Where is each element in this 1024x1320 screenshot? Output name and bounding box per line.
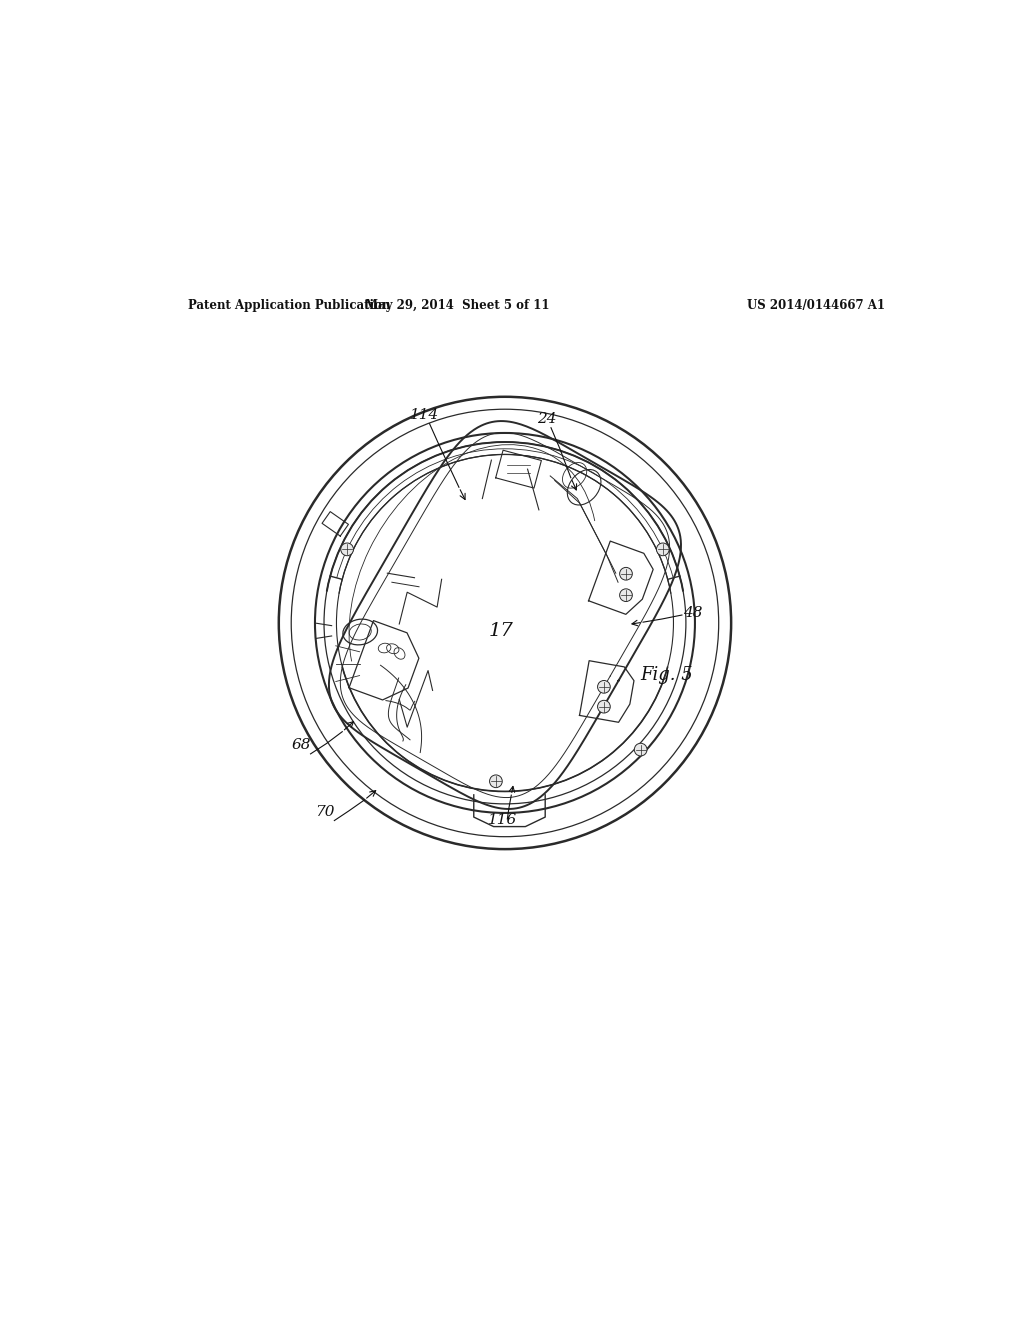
Text: Patent Application Publication: Patent Application Publication bbox=[187, 300, 390, 312]
Text: 17: 17 bbox=[488, 622, 513, 640]
Text: Fig. 5: Fig. 5 bbox=[640, 665, 692, 684]
Ellipse shape bbox=[598, 701, 610, 713]
Text: May 29, 2014  Sheet 5 of 11: May 29, 2014 Sheet 5 of 11 bbox=[366, 300, 550, 312]
Ellipse shape bbox=[489, 775, 502, 788]
Ellipse shape bbox=[620, 589, 633, 602]
Text: 68: 68 bbox=[291, 738, 310, 752]
Text: 116: 116 bbox=[488, 813, 517, 826]
Ellipse shape bbox=[634, 743, 647, 756]
Text: 48: 48 bbox=[684, 606, 703, 619]
Ellipse shape bbox=[656, 543, 669, 556]
Ellipse shape bbox=[620, 568, 633, 579]
Ellipse shape bbox=[598, 681, 610, 693]
Text: 114: 114 bbox=[411, 408, 439, 422]
Text: 70: 70 bbox=[315, 805, 335, 818]
Text: 24: 24 bbox=[538, 412, 557, 426]
Text: US 2014/0144667 A1: US 2014/0144667 A1 bbox=[748, 300, 885, 312]
Ellipse shape bbox=[341, 543, 353, 556]
